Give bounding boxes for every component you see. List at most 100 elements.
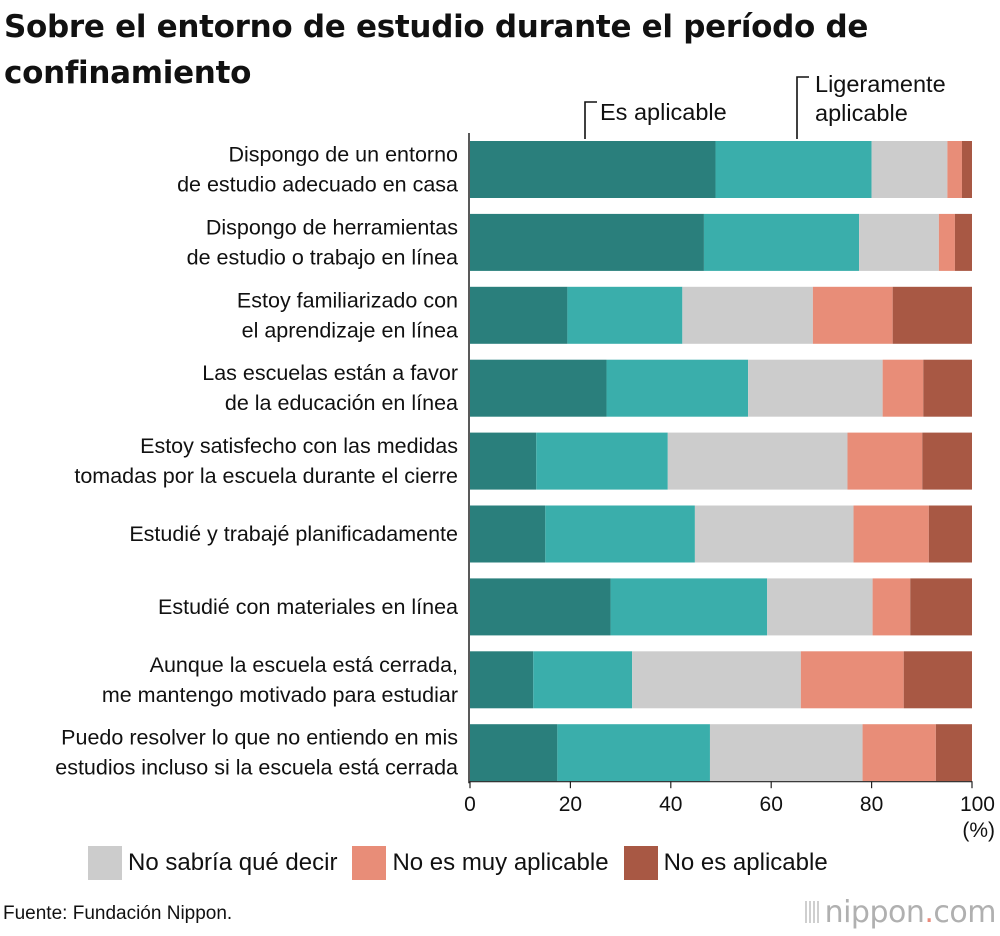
category-label-1: Dispongo de un entorno de estudio adecuad… [177, 143, 458, 197]
x-unit-label: (%) [962, 819, 995, 842]
bar-no-es-aplicable-1 [961, 141, 972, 198]
category-label-4: Las escuelas están a favor de la educació… [202, 361, 458, 415]
bar-no-sabria-que-decir-3 [682, 286, 813, 344]
bar-no-sabria-que-decir-7 [767, 578, 873, 636]
category-label-line: de estudio adecuado en casa [177, 173, 458, 197]
category-label-line: de la educación en línea [225, 391, 458, 415]
bar-no-es-aplicable-2 [954, 213, 972, 271]
category-label-line: el aprendizaje en línea [242, 318, 458, 342]
x-tick-label: 0 [464, 793, 476, 816]
bar-no-sabria-que-decir-8 [632, 651, 801, 709]
bar-no-sabria-que-decir-4 [748, 359, 883, 417]
category-label-3: Estoy familiarizado con el aprendizaje en… [237, 288, 458, 342]
legend-swatch-no-aplicable [623, 846, 658, 880]
x-tick-label: 80 [860, 793, 883, 816]
bar-ligeramente-aplicable-6 [545, 505, 695, 563]
category-label-line: me mantengo motivado para estudiar [102, 683, 458, 707]
x-tick-label: 20 [559, 793, 582, 816]
brand-name: nippon [824, 894, 925, 930]
legend-label-no-aplicable: No es aplicable [663, 849, 828, 876]
series-annotations: Es aplicable Ligeramente aplicable [584, 71, 946, 139]
bar-es-aplicable-4 [470, 359, 607, 417]
legend-item-no-sabria: No sabría qué decir [88, 846, 337, 880]
annotation-es-aplicable: Es aplicable [600, 99, 727, 125]
bar-no-sabria-que-decir-6 [694, 505, 854, 563]
bar-no-sabria-que-decir-9 [709, 724, 863, 782]
legend-swatch-no-sabria [88, 846, 122, 880]
category-label-line: de estudio o trabajo en línea [187, 245, 458, 269]
category-label-5: Estoy satisfecho con las medidas tomadas … [74, 434, 458, 488]
bar-ligeramente-aplicable-4 [606, 359, 749, 417]
legend: No sabría qué decir No es muy aplicable … [88, 846, 843, 880]
x-axis: 0 20 40 60 80 100 (%) [464, 133, 995, 842]
bar-no-sabria-que-decir-2 [859, 213, 939, 271]
bar-no-es-aplicable-4 [923, 359, 972, 417]
bar-ligeramente-aplicable-7 [610, 578, 768, 636]
bar-no-es-aplicable-5 [922, 432, 972, 490]
bar-es-aplicable-6 [470, 505, 546, 563]
bar-es-aplicable-7 [470, 578, 611, 636]
category-label-line: Estoy familiarizado con [237, 288, 458, 312]
annotation-ligeramente: Ligeramente aplicable [815, 71, 946, 126]
bar-no-es-muy-aplicable-3 [812, 286, 893, 344]
category-label-line: Puedo resolver lo que no entiendo en mis [61, 726, 458, 750]
brand-logo: nippon.com [804, 892, 996, 932]
legend-item-no-muy-aplicable: No es muy aplicable [352, 846, 609, 880]
bar-es-aplicable-1 [470, 141, 716, 198]
brand-dot: . [924, 894, 934, 930]
bar-no-es-aplicable-6 [928, 505, 972, 563]
category-label-line: estudios incluso si la escuela está cerr… [55, 756, 458, 780]
category-label-line: Estudié y trabajé planificadamente [129, 522, 458, 546]
bar-no-es-muy-aplicable-7 [872, 578, 911, 636]
bar-ligeramente-aplicable-9 [557, 724, 710, 782]
category-label-2: Dispongo de herramientas de estudio o tra… [187, 215, 458, 269]
annotation-ligeramente-line: Ligeramente [815, 71, 946, 97]
bar-no-sabria-que-decir-1 [871, 141, 948, 198]
bar-es-aplicable-9 [470, 724, 558, 782]
bar-no-sabria-que-decir-5 [667, 432, 848, 490]
bar-no-es-muy-aplicable-6 [853, 505, 929, 563]
bar-no-es-muy-aplicable-9 [862, 724, 936, 782]
x-tick-label: 100 [960, 793, 995, 816]
brand-tld: com [933, 894, 996, 930]
bar-es-aplicable-8 [470, 651, 534, 709]
chart-title: Sobre el entorno de estudio durante el p… [4, 9, 869, 91]
annotation-leader-es-aplicable [584, 101, 597, 139]
bar-ligeramente-aplicable-3 [567, 286, 683, 344]
annotation-ligeramente-line: aplicable [815, 100, 908, 126]
bar-no-es-muy-aplicable-4 [882, 359, 924, 417]
bar-ligeramente-aplicable-5 [536, 432, 668, 490]
bar-es-aplicable-3 [470, 286, 568, 344]
legend-item-no-aplicable: No es aplicable [623, 846, 828, 880]
bar-no-es-muy-aplicable-1 [947, 141, 962, 198]
bar-no-es-aplicable-9 [935, 724, 972, 782]
category-label-6: Estudié y trabajé planificadamente [129, 522, 458, 546]
category-label-9: Puedo resolver lo que no entiendo en mis… [55, 726, 458, 780]
category-label-line: tomadas por la escuela durante el cierre [74, 464, 458, 488]
category-label-line: Dispongo de un entorno [228, 143, 458, 167]
x-tick-label: 40 [659, 793, 682, 816]
bar-group [470, 141, 972, 782]
bar-no-es-muy-aplicable-5 [847, 432, 923, 490]
source-note: Fuente: Fundación Nippon. [3, 903, 233, 924]
category-label-line: Estudié con materiales en línea [158, 595, 458, 619]
bar-ligeramente-aplicable-2 [703, 213, 860, 271]
bar-no-es-aplicable-3 [892, 286, 972, 344]
x-tick-label: 60 [760, 793, 783, 816]
bar-ligeramente-aplicable-1 [715, 141, 872, 198]
legend-label-no-muy-aplicable: No es muy aplicable [392, 849, 609, 876]
brand-stripes-icon [804, 901, 819, 923]
category-label-line: Dispongo de herramientas [206, 215, 458, 239]
category-label-7: Estudié con materiales en línea [158, 595, 458, 619]
bar-es-aplicable-5 [470, 432, 537, 490]
bar-no-es-aplicable-8 [903, 651, 972, 709]
annotation-leader-ligeramente [796, 76, 809, 139]
bar-no-es-muy-aplicable-2 [938, 213, 955, 271]
bar-ligeramente-aplicable-8 [533, 651, 633, 709]
category-label-line: Estoy satisfecho con las medidas [140, 434, 458, 458]
bar-es-aplicable-2 [470, 213, 704, 271]
category-label-8: Aunque la escuela está cerrada, me manten… [102, 653, 458, 707]
legend-label-no-sabria: No sabría qué decir [128, 849, 338, 876]
bar-no-es-aplicable-7 [910, 578, 972, 636]
